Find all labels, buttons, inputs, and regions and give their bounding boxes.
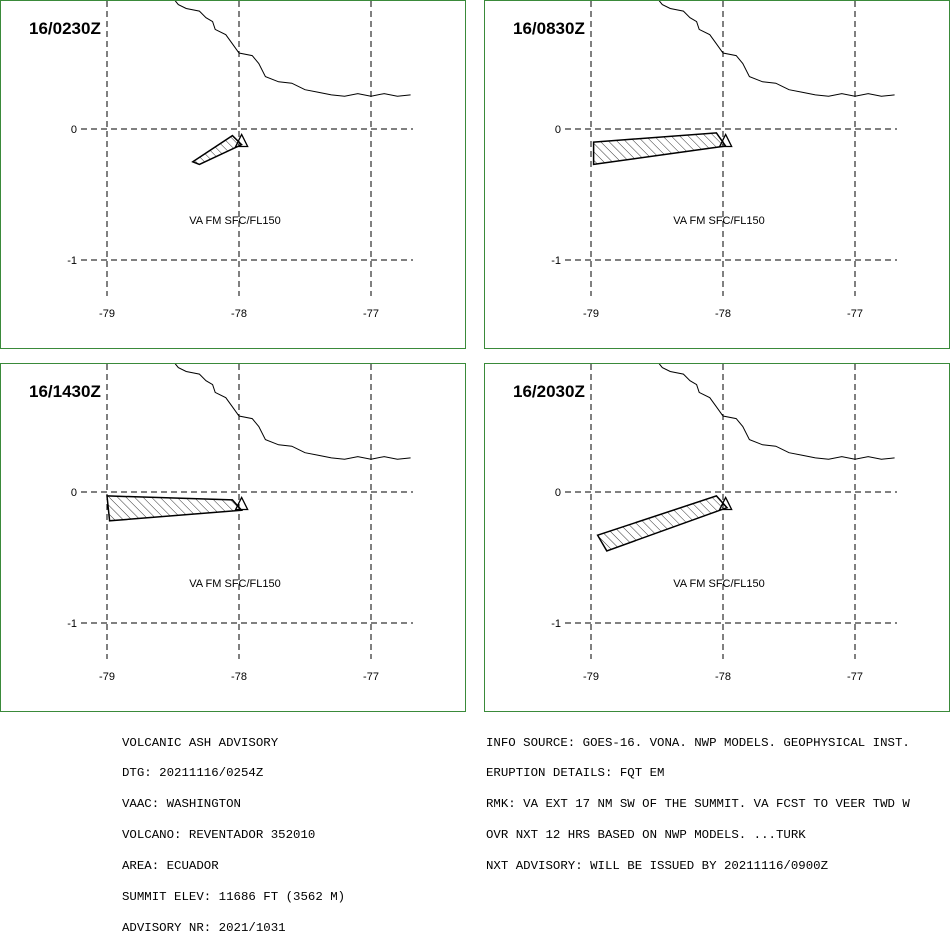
longitude-label: -77 — [847, 308, 863, 320]
volcano-marker — [234, 496, 249, 511]
longitude-label: -77 — [363, 308, 379, 320]
forecast-panel-1: -79 -78 -77 0 -1 VA FM SFC/FL150 16/0230Z — [0, 0, 466, 349]
va-level-label: VA FM SFC/FL150 — [189, 215, 281, 227]
latitude-label: 0 — [555, 487, 561, 499]
map-canvas: -79 -78 -77 0 -1 VA FM SFC/FL150 — [551, 1, 897, 320]
coastline — [174, 364, 411, 460]
volcano-marker — [718, 133, 733, 148]
volcano-marker — [718, 496, 733, 511]
advisory-line: NXT ADVISORY: WILL BE ISSUED BY 20211116… — [486, 859, 829, 874]
latitude-label: -1 — [67, 255, 77, 267]
advisory-line: ADVISORY NR: 2021/1031 — [122, 920, 286, 935]
panel-time-label: 16/1430Z — [29, 382, 101, 401]
advisory-line: VOLCANO: REVENTADOR 352010 — [122, 828, 316, 843]
longitude-label: -79 — [583, 671, 599, 683]
advisory-line: ERUPTION DETAILS: FQT EM — [486, 766, 665, 781]
panel-time-label: 16/0830Z — [513, 19, 585, 38]
ash-cloud-polygon — [191, 134, 243, 166]
latitude-label: -1 — [551, 618, 561, 630]
map-canvas: -79 -78 -77 0 -1 VA FM SFC/FL150 — [67, 1, 413, 320]
ash-cloud-polygon — [596, 495, 729, 552]
longitude-label: -78 — [715, 671, 731, 683]
forecast-panel-2: -79 -78 -77 0 -1 VA FM SFC/FL150 16/0830Z — [484, 0, 950, 349]
advisory-summary-left: VOLCANIC ASH ADVISORY DTG: 20211116/0254… — [122, 717, 345, 944]
va-level-label: VA FM SFC/FL150 — [189, 578, 281, 590]
forecast-panel-3: -79 -78 -77 0 -1 VA FM SFC/FL150 16/1430Z — [0, 363, 466, 712]
longitude-label: -77 — [847, 671, 863, 683]
latitude-label: 0 — [71, 487, 77, 499]
longitude-label: -77 — [363, 671, 379, 683]
advisory-line: VAAC: WASHINGTON — [122, 797, 241, 812]
advisory-line: AREA: ECUADOR — [122, 859, 219, 874]
longitude-label: -78 — [231, 671, 247, 683]
coastline — [658, 364, 895, 460]
panel-time-label: 16/2030Z — [513, 382, 585, 401]
advisory-line: OVR NXT 12 HRS BASED ON NWP MODELS. ...T… — [486, 828, 806, 843]
map-canvas: -79 -78 -77 0 -1 VA FM SFC/FL150 — [551, 364, 897, 683]
longitude-label: -79 — [99, 308, 115, 320]
latitude-label: 0 — [71, 124, 77, 136]
volcano-marker — [234, 133, 249, 148]
va-level-label: VA FM SFC/FL150 — [673, 578, 765, 590]
advisory-line: SUMMIT ELEV: 11686 FT (3562 M) — [122, 890, 346, 905]
va-level-label: VA FM SFC/FL150 — [673, 215, 765, 227]
coastline — [174, 1, 411, 97]
advisory-line: RMK: VA EXT 17 NM SW OF THE SUMMIT. VA F… — [486, 797, 910, 812]
advisory-line: INFO SOURCE: GOES-16. VONA. NWP MODELS. … — [486, 735, 910, 750]
longitude-label: -78 — [231, 308, 247, 320]
forecast-panel-4: -79 -78 -77 0 -1 VA FM SFC/FL150 16/2030Z — [484, 363, 950, 712]
advisory-line: DTG: 20211116/0254Z — [122, 766, 264, 781]
coastline — [658, 1, 895, 97]
ash-cloud-polygon — [592, 132, 727, 166]
latitude-label: -1 — [551, 255, 561, 267]
latitude-label: -1 — [67, 618, 77, 630]
map-canvas: -79 -78 -77 0 -1 VA FM SFC/FL150 — [67, 364, 413, 683]
advisory-line: VOLCANIC ASH ADVISORY — [122, 735, 279, 750]
longitude-label: -79 — [99, 671, 115, 683]
longitude-label: -79 — [583, 308, 599, 320]
ash-cloud-polygon — [106, 495, 244, 522]
latitude-label: 0 — [555, 124, 561, 136]
panel-time-label: 16/0230Z — [29, 19, 101, 38]
longitude-label: -78 — [715, 308, 731, 320]
advisory-summary-right: INFO SOURCE: GOES-16. VONA. NWP MODELS. … — [486, 717, 910, 882]
